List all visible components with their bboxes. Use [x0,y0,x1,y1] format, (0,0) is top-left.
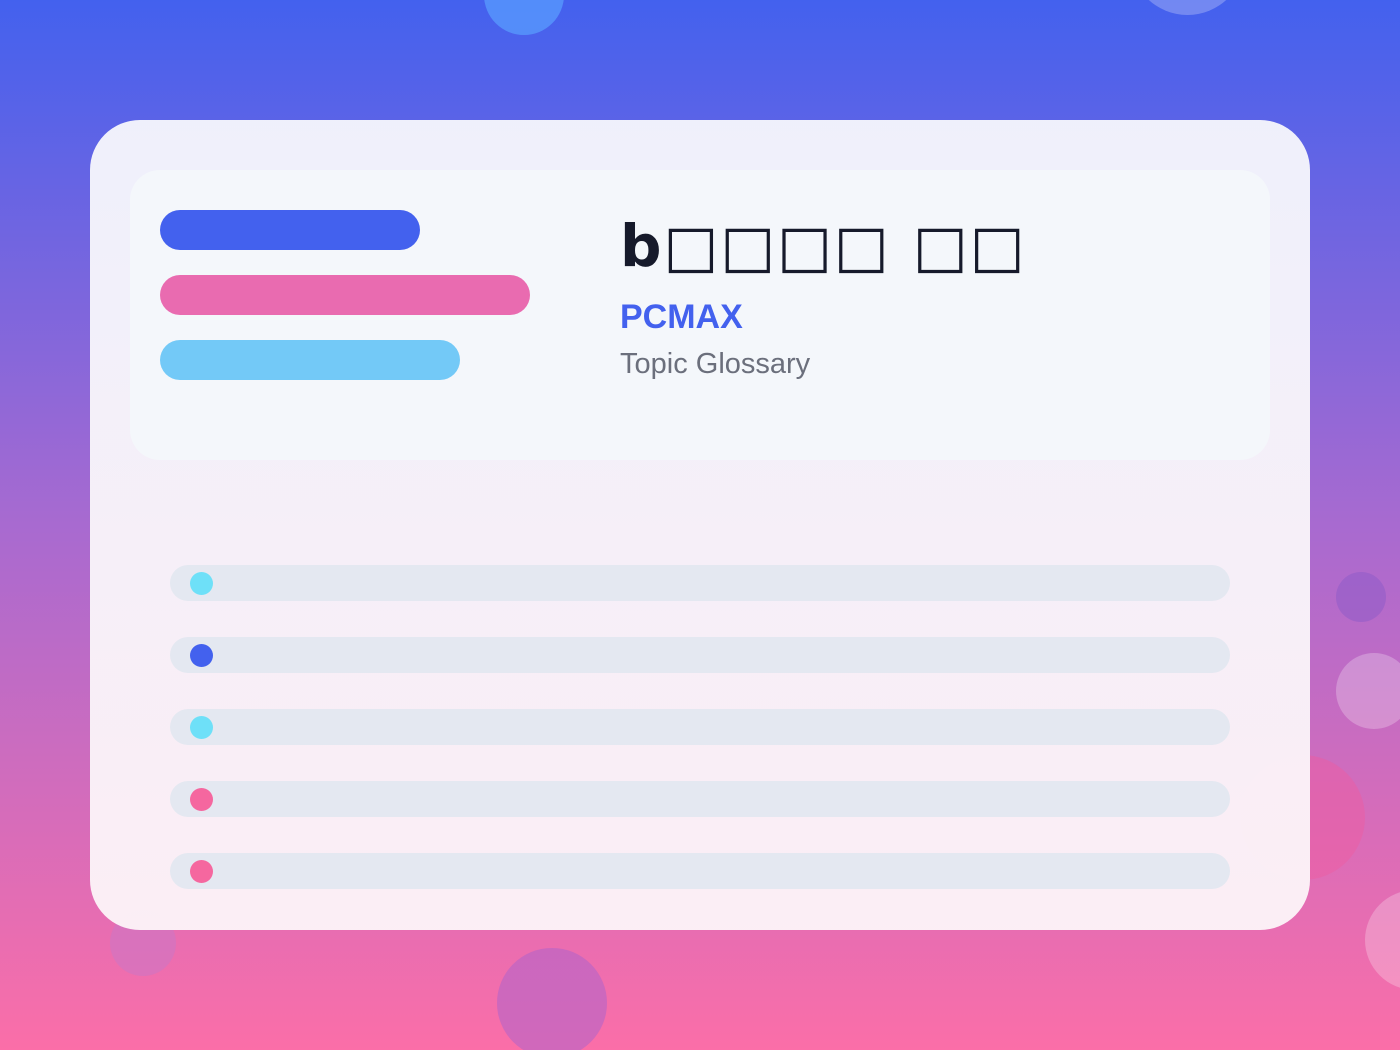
bubble [497,948,607,1050]
list-row [170,637,1230,673]
list-row [170,709,1230,745]
bubble [1336,572,1386,622]
row-dot [190,644,213,667]
row-dot [190,788,213,811]
decor-bar [160,210,420,250]
decor-bar [160,275,530,315]
list-row [170,565,1230,601]
header-panel: b□□□□ □□ PCMAX Topic Glossary [130,170,1270,460]
row-dot [190,860,213,883]
title: b□□□□ □□ [620,212,1027,280]
row-dot [190,716,213,739]
caption: Topic Glossary [620,348,811,380]
list-row [170,853,1230,889]
bubble [1336,653,1400,729]
row-dot [190,572,213,595]
bubble [1365,890,1400,990]
bubble [484,0,564,35]
bubble [1130,0,1245,15]
card: b□□□□ □□ PCMAX Topic Glossary [90,120,1310,930]
list-row [170,781,1230,817]
decor-bar [160,340,460,380]
brand: PCMAX [620,298,743,336]
